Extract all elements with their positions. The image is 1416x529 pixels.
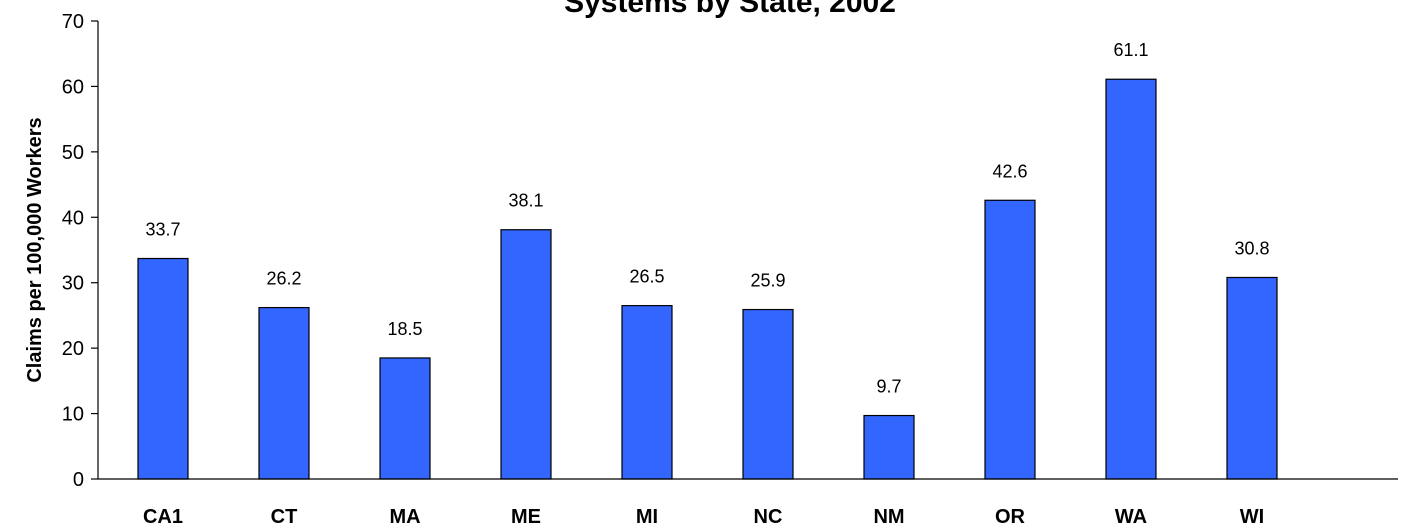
bar (1105, 78, 1157, 480)
y-tick-label: 70 (62, 11, 84, 33)
bar (984, 199, 1036, 480)
y-tick-label: 50 (62, 142, 84, 164)
x-tick-label: NC (754, 506, 783, 528)
x-tick-label: ME (511, 506, 541, 528)
y-tick-label: 10 (62, 404, 84, 426)
bar (379, 357, 431, 480)
bar (500, 229, 552, 480)
bar (863, 414, 915, 480)
bar (621, 305, 673, 480)
y-tick-label: 30 (62, 273, 84, 295)
data-label: 33.7 (145, 220, 180, 240)
bar (137, 257, 189, 480)
data-label: 42.6 (992, 161, 1027, 181)
bar (742, 308, 794, 480)
data-label: 18.5 (387, 319, 422, 339)
x-tick-label: CA1 (143, 506, 183, 528)
data-label: 26.5 (629, 267, 664, 287)
x-tick-label: OR (995, 506, 1026, 528)
axes-group: 0 10 20 30 40 50 60 70 CA1 CT MA ME MI NC NM OR WA WI (62, 11, 1398, 528)
bar (1226, 276, 1278, 480)
x-tick-label: NM (873, 506, 904, 528)
x-tick-label: WA (1115, 506, 1147, 528)
bars-group: 33.7 26.2 18.5 38.1 26.5 25.9 9.7 42.6 61.1 30.8 (137, 40, 1278, 480)
data-label: 26.2 (266, 269, 301, 289)
y-tick-label: 20 (62, 338, 84, 360)
data-label: 30.8 (1234, 238, 1269, 258)
data-label: 38.1 (508, 191, 543, 211)
bar (258, 306, 310, 480)
x-tick-label: MI (636, 506, 658, 528)
y-tick-label: 0 (73, 469, 84, 491)
x-tick-label: WI (1240, 506, 1264, 528)
y-tick-label: 60 (62, 76, 84, 98)
data-label: 9.7 (876, 377, 901, 397)
x-tick-label: MA (389, 506, 420, 528)
data-label: 61.1 (1113, 40, 1148, 60)
data-label: 25.9 (750, 271, 785, 291)
y-tick-label: 40 (62, 207, 84, 229)
x-tick-label: CT (271, 506, 298, 528)
y-axis-label: Claims per 100,000 Workers (24, 117, 46, 382)
chart-title: Systems by State, 2002 (564, 0, 896, 19)
